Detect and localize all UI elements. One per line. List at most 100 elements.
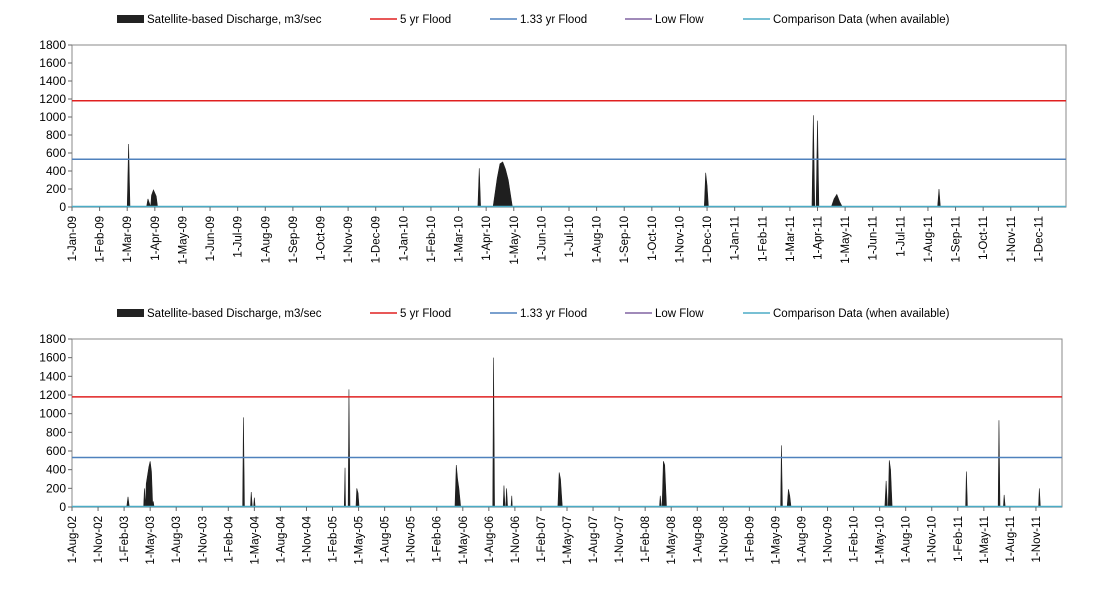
chart1-x-tick-label: 1-Jun-11 xyxy=(868,216,880,261)
chart1-x-tick-label: 1-Aug-10 xyxy=(592,216,604,263)
chart1-y-tick-label: 200 xyxy=(46,182,66,196)
chart-2002-2011: Satellite-based Discharge, m3/sec 5 yr Fl… xyxy=(0,300,1094,608)
chart2-x-tick-label: 1-Nov-05 xyxy=(406,516,418,563)
chart1-x-tick-label: 1-May-10 xyxy=(509,216,521,265)
chart1-x-tick-label: 1-Mar-10 xyxy=(454,216,466,263)
chart1-x-tick-label: 1-Jun-10 xyxy=(536,216,548,261)
chart1-x-tick-label: 1-Nov-09 xyxy=(343,216,355,263)
chart1-x-tick-label: 1-Oct-09 xyxy=(316,216,328,261)
chart1-legend-item: Satellite-based Discharge, m3/sec xyxy=(117,14,322,26)
chart1-y-tick-label: 1800 xyxy=(39,38,66,52)
chart2-x-tick-label: 1-Feb-08 xyxy=(640,516,652,563)
chart1-x-tick-label: 1-Apr-10 xyxy=(481,216,493,261)
chart2-x-tick-label: 1-Nov-09 xyxy=(823,516,835,563)
chart2-x-tick-label: 1-May-03 xyxy=(145,516,157,565)
chart1-x-tick-label: 1-Apr-11 xyxy=(813,216,825,260)
chart2-legend-item: 5 yr Flood xyxy=(370,308,451,320)
chart2-x-tick-label: 1-May-05 xyxy=(354,516,366,565)
chart2-legend-item: 1.33 yr Flood xyxy=(490,308,587,320)
chart2-x-tick-label: 1-Nov-03 xyxy=(197,516,209,563)
chart1-y-tick-label: 1200 xyxy=(39,92,66,106)
chart1-legend-label: 1.33 yr Flood xyxy=(520,14,587,26)
chart1-x-tick-label: 1-Sep-09 xyxy=(288,216,300,263)
chart2-y-tick-label: 1800 xyxy=(39,332,66,346)
chart2-x-tick-label: 1-May-11 xyxy=(979,516,991,564)
chart2-plot-area xyxy=(71,338,1063,508)
chart2-legend-swatch-discharge xyxy=(117,309,144,317)
chart2-legend-label: Comparison Data (when available) xyxy=(773,308,950,320)
chart1-x-tick-label: 1-Jan-09 xyxy=(67,216,79,261)
chart2-x-tick-label: 1-Feb-04 xyxy=(223,515,235,562)
chart1-x-tick-label: 1-Dec-11 xyxy=(1033,216,1045,262)
chart2-x-tick-label: 1-Aug-05 xyxy=(380,516,392,563)
chart1-x-tick-label: 1-Sep-11 xyxy=(951,216,963,262)
chart2-x-tick-label: 1-May-06 xyxy=(458,516,470,565)
chart1-x-tick-label: 1-Nov-10 xyxy=(674,216,686,263)
chart2-x-tick-label: 1-Aug-03 xyxy=(171,516,183,563)
chart2-x-tick-label: 1-Feb-07 xyxy=(536,516,548,563)
chart2-legend-label: 5 yr Flood xyxy=(400,308,451,320)
chart1-legend-item: Comparison Data (when available) xyxy=(743,14,950,26)
chart2-x-tick-label: 1-Nov-08 xyxy=(718,516,730,563)
chart2-x-tick-label: 1-Nov-06 xyxy=(510,516,522,563)
chart-2009-2011-svg: Satellite-based Discharge, m3/sec 5 yr Fl… xyxy=(39,14,1067,265)
chart1-legend-label: Comparison Data (when available) xyxy=(773,14,950,26)
chart1-legend-swatch-discharge xyxy=(117,15,144,23)
chart1-y-tick-label: 800 xyxy=(46,128,66,142)
chart1-discharge-area xyxy=(72,115,1066,208)
chart1-y-tick-label: 1600 xyxy=(39,56,66,70)
chart2-x-tick-label: 1-Aug-08 xyxy=(692,516,704,563)
chart1-legend-item: Low Flow xyxy=(625,14,704,26)
chart1-x-tick-label: 1-Aug-11 xyxy=(923,216,935,262)
chart2-legend-label: 1.33 yr Flood xyxy=(520,308,587,320)
chart1-x-tick-label: 1-Dec-10 xyxy=(702,216,714,263)
chart2-discharge-area xyxy=(72,357,1062,508)
chart2-x-tick-label: 1-Aug-11 xyxy=(1005,516,1017,562)
chart2-x-tick-label: 1-Nov-04 xyxy=(301,515,313,563)
chart1-legend-item: 5 yr Flood xyxy=(370,14,451,26)
chart1-y-tick-label: 600 xyxy=(46,146,66,160)
chart1-y-tick-label: 400 xyxy=(46,164,66,178)
chart2-y-tick-label: 1000 xyxy=(39,407,66,421)
chart1-x-tick-label: 1-Aug-09 xyxy=(260,216,272,263)
chart1-y-tick-label: 1400 xyxy=(39,74,66,88)
chart1-x-tick-label: 1-Jul-11 xyxy=(895,216,907,257)
chart1-x-tick-label: 1-Mar-09 xyxy=(122,216,134,263)
chart2-x-tick-label: 1-Feb-03 xyxy=(119,516,131,563)
chart1-x-tick-label: 1-Oct-10 xyxy=(647,216,659,261)
chart1-y-tick-label: 0 xyxy=(59,200,66,214)
chart2-x-tick-label: 1-May-08 xyxy=(666,516,678,565)
chart2-x-tick-label: 1-Nov-10 xyxy=(927,516,939,563)
chart1-x-tick-label: 1-May-11 xyxy=(840,216,852,264)
chart2-x-tick-label: 1-Aug-09 xyxy=(796,516,808,563)
chart2-y-tick-label: 1200 xyxy=(39,388,66,402)
chart2-y-tick-label: 800 xyxy=(46,425,66,439)
chart1-plot-area xyxy=(71,44,1067,208)
chart1-x-tick-label: 1-Sep-10 xyxy=(619,216,631,263)
chart2-y-tick-label: 200 xyxy=(46,481,66,495)
chart1-x-tick-label: 1-Feb-09 xyxy=(95,216,107,263)
chart2-y-tick-label: 1600 xyxy=(39,351,66,365)
chart1-x-tick-label: 1-Dec-09 xyxy=(371,216,383,263)
chart1-x-tick-label: 1-Jun-09 xyxy=(205,216,217,261)
chart1-x-tick-label: 1-Jul-09 xyxy=(233,216,245,258)
chart1-x-tick-label: 1-Apr-09 xyxy=(150,216,162,261)
chart1-x-tick-label: 1-Mar-11 xyxy=(785,216,797,262)
chart2-legend-label: Low Flow xyxy=(655,308,704,320)
chart1-legend-label: Low Flow xyxy=(655,14,704,26)
chart2-x-tick-label: 1-Feb-06 xyxy=(432,516,444,563)
chart1-x-tick-label: 1-May-09 xyxy=(177,216,189,265)
chart1-legend-label: Satellite-based Discharge, m3/sec xyxy=(147,14,322,26)
chart1-x-tick-label: 1-Nov-11 xyxy=(1006,216,1018,262)
chart1-legend-label: 5 yr Flood xyxy=(400,14,451,26)
chart1-x-tick-label: 1-Jan-10 xyxy=(398,216,410,261)
chart2-x-tick-label: 1-May-10 xyxy=(875,516,887,565)
chart2-y-tick-label: 0 xyxy=(59,500,66,514)
chart2-legend-item: Low Flow xyxy=(625,308,704,320)
chart1-x-tick-label: 1-Jan-11 xyxy=(730,216,742,261)
chart2-x-tick-label: 1-Feb-10 xyxy=(849,516,861,563)
chart1-y-tick-label: 1000 xyxy=(39,110,66,124)
chart1-x-tick-label: 1-Oct-11 xyxy=(978,216,990,260)
chart2-y-tick-label: 600 xyxy=(46,444,66,458)
chart2-legend-item: Satellite-based Discharge, m3/sec xyxy=(117,308,322,320)
